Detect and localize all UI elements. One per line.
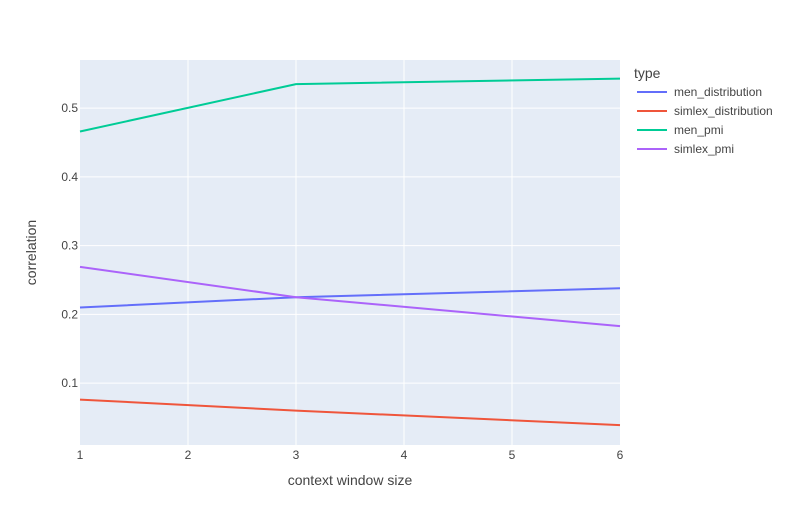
x-tick-label: 5 <box>509 448 516 462</box>
x-tick-label: 4 <box>401 448 408 462</box>
legend-label: simlex_pmi <box>674 142 734 156</box>
y-tick-label: 0.1 <box>61 376 78 390</box>
x-tick-label: 2 <box>185 448 192 462</box>
legend-label: simlex_distribution <box>674 104 773 118</box>
legend-item-simlex-pmi[interactable]: simlex_pmi <box>637 142 734 156</box>
legend-item-simlex-distribution[interactable]: simlex_distribution <box>637 104 773 118</box>
y-tick-label: 0.5 <box>61 101 78 115</box>
legend-title: type <box>634 65 661 81</box>
series-line-simlex-distribution <box>79 398 621 427</box>
y-tick-label: 0.4 <box>61 170 78 184</box>
legend[interactable]: type men_distribution simlex_distribution… <box>634 65 773 156</box>
series-lines <box>79 77 621 427</box>
legend-items[interactable]: men_distribution simlex_distribution men_p… <box>637 85 773 156</box>
x-axis-title: context window size <box>288 472 413 488</box>
y-gridlines <box>80 107 620 384</box>
x-tick-label: 1 <box>77 448 84 462</box>
x-tick-labels: 1 2 3 4 5 6 <box>77 448 624 462</box>
x-tick-label: 3 <box>293 448 300 462</box>
legend-item-men-distribution[interactable]: men_distribution <box>637 85 762 99</box>
y-tick-label: 0.2 <box>61 307 78 321</box>
series-line-men-pmi <box>79 77 621 133</box>
legend-label: men_pmi <box>674 123 723 137</box>
y-tick-labels: 0.1 0.2 0.3 0.4 0.5 <box>61 101 78 390</box>
plot-background <box>80 60 620 445</box>
y-axis-title: correlation <box>23 220 39 285</box>
series-line-simlex-pmi <box>79 265 621 328</box>
y-tick-label: 0.3 <box>61 239 78 253</box>
x-gridlines <box>187 60 513 445</box>
legend-item-men-pmi[interactable]: men_pmi <box>637 123 723 137</box>
x-tick-label: 6 <box>617 448 624 462</box>
legend-label: men_distribution <box>674 85 762 99</box>
